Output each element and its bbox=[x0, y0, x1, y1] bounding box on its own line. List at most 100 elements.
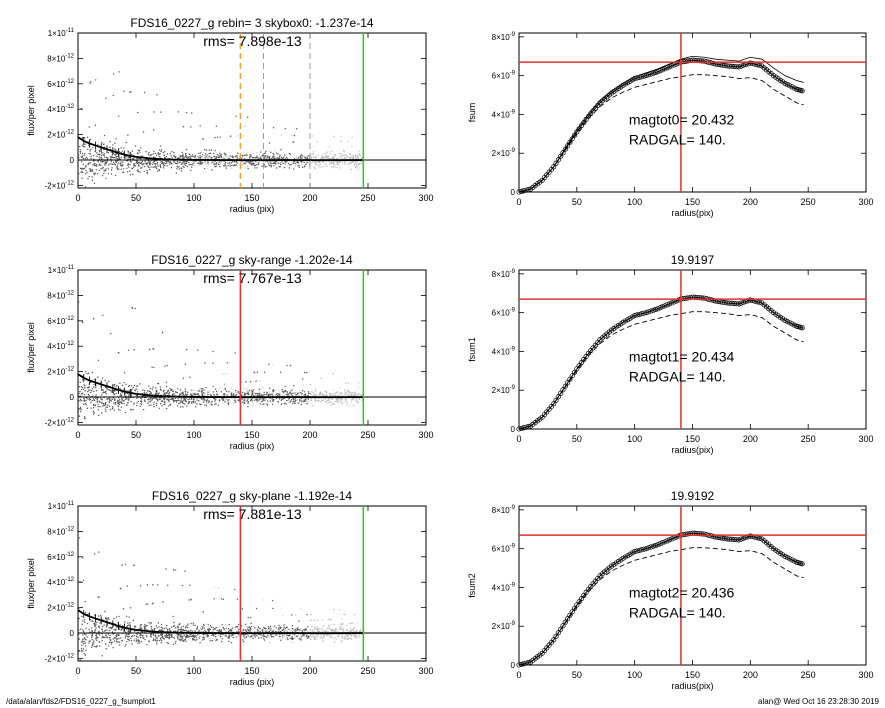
scatter-point bbox=[165, 160, 167, 162]
scatter-point bbox=[270, 636, 273, 638]
scatter-point bbox=[139, 626, 141, 628]
scatter-point bbox=[290, 161, 292, 164]
scatter-point bbox=[316, 630, 319, 633]
scatter-point bbox=[184, 156, 186, 158]
scatter-point bbox=[355, 398, 357, 401]
scatter-point bbox=[101, 394, 103, 396]
scatter-point bbox=[181, 391, 183, 394]
x-tick-label: 300 bbox=[418, 666, 433, 676]
scatter-point bbox=[102, 152, 104, 154]
scatter-point bbox=[200, 610, 203, 613]
scatter-point bbox=[352, 161, 355, 163]
scatter-point bbox=[136, 391, 139, 393]
scatter-point bbox=[321, 157, 323, 159]
scatter-point bbox=[207, 623, 209, 626]
scatter-point bbox=[81, 152, 84, 155]
scatter-point bbox=[281, 157, 283, 160]
scatter-point bbox=[289, 630, 291, 632]
scatter-point bbox=[223, 392, 225, 395]
scatter-point bbox=[231, 402, 233, 405]
scatter-point bbox=[100, 152, 103, 154]
scatter-point bbox=[143, 392, 146, 394]
scatter-point bbox=[95, 634, 98, 637]
scatter-point bbox=[196, 639, 198, 641]
scatter-point bbox=[150, 154, 152, 156]
scatter-point bbox=[165, 155, 168, 158]
scatter-point bbox=[134, 307, 136, 310]
scatter-point bbox=[189, 156, 191, 158]
scatter-point bbox=[91, 620, 93, 622]
scatter-point bbox=[206, 402, 208, 405]
x-tick-label: 150 bbox=[244, 430, 259, 440]
scatter-point bbox=[120, 402, 123, 404]
scatter-point bbox=[287, 162, 290, 165]
scatter-point bbox=[315, 636, 317, 638]
scatter-point bbox=[360, 633, 363, 636]
scatter-point bbox=[357, 168, 360, 171]
scatter-point bbox=[102, 154, 104, 156]
scatter-point bbox=[179, 636, 181, 638]
scatter-point bbox=[148, 640, 150, 642]
scatter-point bbox=[315, 394, 318, 397]
scatter-point bbox=[78, 386, 80, 388]
x-tick-label: 0 bbox=[75, 430, 80, 440]
scatter-point bbox=[120, 406, 123, 408]
scatter-point bbox=[323, 636, 325, 638]
scatter-point bbox=[155, 402, 158, 404]
scatter-point bbox=[113, 409, 115, 411]
scatter-point bbox=[190, 635, 193, 638]
scatter-point bbox=[204, 404, 206, 406]
scatter-point bbox=[194, 624, 196, 626]
scatter-point bbox=[184, 391, 187, 393]
scatter-point bbox=[210, 626, 213, 628]
scatter-point bbox=[169, 152, 171, 155]
scatter-point bbox=[249, 381, 252, 383]
scatter-point bbox=[104, 643, 107, 645]
scatter-point bbox=[191, 164, 193, 166]
scatter-point bbox=[309, 383, 312, 386]
scatter-point bbox=[107, 617, 109, 619]
scatter-point bbox=[255, 398, 258, 400]
scatter-point bbox=[268, 163, 270, 165]
scatter-point bbox=[87, 398, 89, 400]
scatter-point bbox=[337, 391, 339, 393]
scatter-point bbox=[315, 629, 317, 631]
scatter-point bbox=[181, 162, 184, 164]
scatter-point bbox=[149, 387, 152, 390]
scatter-point bbox=[147, 603, 149, 605]
scatter-point bbox=[283, 154, 286, 156]
scatter-point bbox=[167, 642, 170, 645]
scatter-point bbox=[257, 393, 259, 395]
scatter-point bbox=[218, 399, 221, 401]
scatter-point bbox=[139, 624, 142, 626]
scatter-point bbox=[307, 399, 310, 402]
scatter-point bbox=[177, 629, 180, 631]
scatter-point bbox=[335, 155, 337, 157]
scatter-point bbox=[270, 627, 272, 630]
scatter-point bbox=[310, 619, 312, 622]
scatter-point bbox=[119, 382, 121, 384]
scatter-point bbox=[129, 163, 131, 166]
scatter-point bbox=[196, 403, 198, 405]
scatter-point bbox=[175, 172, 178, 174]
scatter-point bbox=[89, 389, 91, 392]
scatter-point bbox=[272, 389, 275, 391]
scatter-point bbox=[337, 162, 340, 164]
scatter-point bbox=[119, 394, 121, 397]
scatter-point bbox=[84, 143, 86, 145]
scatter-point bbox=[334, 637, 336, 639]
scatter-point bbox=[80, 641, 83, 643]
scatter-point bbox=[332, 156, 334, 159]
scatter-point bbox=[175, 155, 177, 158]
scatter-point bbox=[279, 394, 282, 396]
scatter-point bbox=[252, 160, 255, 163]
scatter-point bbox=[175, 400, 177, 402]
scatter-point bbox=[82, 557, 84, 559]
scatter-point bbox=[193, 392, 196, 394]
scatter-point bbox=[249, 399, 252, 402]
scatter-point bbox=[160, 626, 163, 629]
scatter-point bbox=[214, 403, 216, 406]
scatter-point bbox=[111, 398, 113, 400]
scatter-point bbox=[118, 637, 120, 640]
scatter-point bbox=[122, 171, 124, 174]
